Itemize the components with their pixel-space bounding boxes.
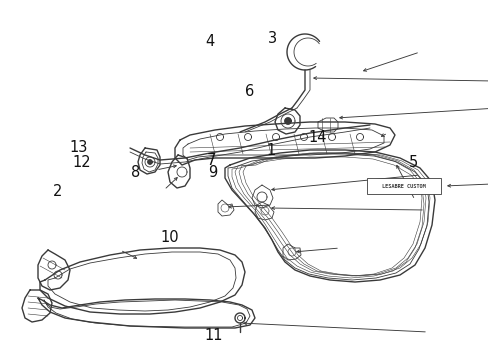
Text: 12: 12 <box>73 155 91 170</box>
Text: 10: 10 <box>161 230 179 245</box>
FancyBboxPatch shape <box>366 178 440 194</box>
Text: 5: 5 <box>408 155 417 170</box>
Text: 14: 14 <box>308 130 326 145</box>
Text: LESABRE CUSTOM: LESABRE CUSTOM <box>381 184 425 189</box>
Text: 8: 8 <box>131 165 140 180</box>
Polygon shape <box>285 118 290 124</box>
Text: 4: 4 <box>205 34 214 49</box>
Text: 6: 6 <box>244 84 253 99</box>
Text: 2: 2 <box>53 184 62 199</box>
Text: 9: 9 <box>208 165 217 180</box>
Text: 7: 7 <box>206 153 216 168</box>
Text: 13: 13 <box>69 140 87 155</box>
Text: 3: 3 <box>268 31 277 46</box>
Polygon shape <box>148 160 152 164</box>
Text: 11: 11 <box>204 328 223 343</box>
Text: 1: 1 <box>266 143 275 158</box>
